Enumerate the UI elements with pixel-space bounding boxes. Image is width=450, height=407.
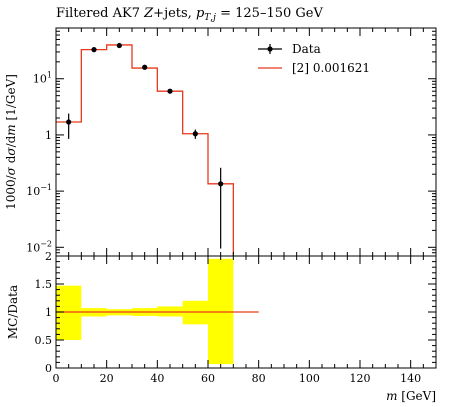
main-ytick-label-3: 101 <box>33 71 52 86</box>
ratio-ytick-label-4: 2 <box>45 250 52 263</box>
x-tick-label-3: 60 <box>201 372 215 385</box>
x-axis-label: m [GeV] <box>386 389 436 403</box>
main-plot-panel: 10−2 10−1 1 101 <box>26 27 437 257</box>
x-tick-label-7: 140 <box>400 372 421 385</box>
ratio-uncertainty-band-0 <box>56 285 82 340</box>
x-tick-label-1: 20 <box>100 372 114 385</box>
legend-mc-label: [2] 0.001621 <box>292 61 370 75</box>
x-tick-label-6: 120 <box>350 372 371 385</box>
chart-title: Filtered AK7 Z+jets, pT,j = 125–150 GeV <box>56 6 323 23</box>
data-point-0 <box>66 119 72 125</box>
mc-histogram-line <box>56 44 234 256</box>
legend-data-label: Data <box>292 42 321 56</box>
x-tick-label-5: 100 <box>299 372 320 385</box>
main-plot-frame <box>55 27 437 257</box>
data-point-6 <box>218 181 224 187</box>
ratio-plot-panel: 0 0.5 1 1.5 2 0 20 40 60 80 100 120 140 <box>35 250 437 385</box>
ratio-ytick-label-3: 1.5 <box>35 278 53 291</box>
data-point-5 <box>192 131 198 137</box>
x-tick-label-4: 80 <box>252 372 266 385</box>
x-tick-label-2: 40 <box>150 372 164 385</box>
data-point-3 <box>142 64 148 70</box>
main-ytick-label-2: 1 <box>45 129 52 142</box>
data-point-2 <box>116 42 122 49</box>
main-y-axis-label: 1000/σ dσ/dm [1/GeV] <box>4 74 18 210</box>
ratio-ytick-label-0: 0 <box>45 362 52 375</box>
main-ytick-label-0: 10−2 <box>26 239 52 254</box>
data-point-1 <box>91 47 97 53</box>
legend: Data [2] 0.001621 <box>258 42 370 75</box>
legend-data-marker <box>267 46 273 52</box>
ratio-y-axis-label: MC/Data <box>6 285 20 339</box>
ratio-ytick-label-1: 0.5 <box>35 334 53 347</box>
x-tick-label-0: 0 <box>53 372 60 385</box>
main-ytick-label-1: 10−1 <box>26 183 52 198</box>
ratio-ytick-label-2: 1 <box>45 306 52 319</box>
data-point-4 <box>167 88 173 94</box>
